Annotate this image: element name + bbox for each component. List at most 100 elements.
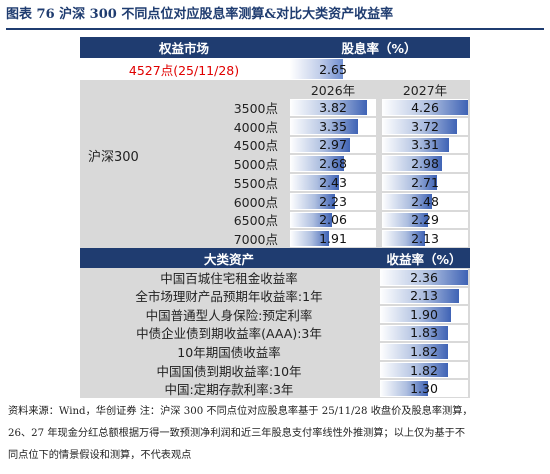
yield-2027-bar	[382, 118, 458, 134]
hs300-group-label: 沪深300	[88, 149, 139, 165]
yield-2027-cell: 2.98	[382, 155, 468, 172]
title-rule	[6, 28, 544, 30]
yield-2027-bar	[382, 231, 425, 246]
yield-2027-cell: 2.13	[382, 230, 468, 247]
asset-return-cell: 2.36	[380, 269, 468, 286]
yield-2026-cell: 2.06	[290, 211, 376, 229]
yield-2026-bar	[290, 212, 332, 228]
asset-return-bar	[380, 270, 468, 285]
asset-return-cell: 1.30	[380, 380, 468, 397]
yield-2026-bar	[290, 118, 358, 134]
yield-2027-value: 4.26	[411, 99, 439, 115]
point-label: 3500点	[233, 100, 278, 116]
yield-2026-value: 2.97	[319, 137, 347, 153]
header-asset-class: 大类资产	[80, 248, 378, 268]
asset-return-cell: 2.13	[380, 287, 468, 305]
yield-2026-bar	[290, 175, 340, 190]
yield-2026-bar	[290, 137, 350, 153]
asset-return-bar	[380, 344, 448, 359]
yield-2027-bar	[382, 156, 443, 171]
yield-2026-value: 1.91	[319, 231, 347, 247]
yield-2026-cell: 2.23	[290, 192, 376, 210]
yield-2026-value: 3.82	[319, 99, 347, 115]
yield-2027-cell: 2.71	[382, 174, 468, 191]
asset-return-cell: 1.82	[380, 343, 468, 360]
yield-2027-value: 2.98	[411, 156, 439, 172]
current-yield-cell: 2.65	[290, 58, 376, 80]
yield-2027-cell: 3.31	[382, 136, 468, 154]
yield-2026-cell: 3.82	[290, 99, 376, 116]
asset-label: 中国普通型人身保险:预定利率	[145, 307, 313, 323]
asset-return-bar	[380, 362, 448, 378]
yield-2027-bar	[382, 212, 429, 228]
yield-2027-bar	[382, 137, 449, 153]
yield-2026-value: 3.35	[319, 118, 347, 134]
asset-return-bar	[380, 381, 429, 396]
yield-2027-value: 2.71	[411, 174, 439, 190]
point-label: 7000点	[233, 232, 278, 248]
yield-2027-value: 2.48	[411, 193, 439, 209]
yield-2026-cell: 3.35	[290, 117, 376, 135]
yield-2026-bar	[290, 100, 368, 115]
point-label: 6500点	[233, 213, 278, 229]
asset-label: 10年期国债收益率	[177, 345, 281, 361]
asset-label: 中国百城住宅租金收益率	[160, 270, 298, 286]
asset-return-bar	[380, 288, 460, 304]
header-dividend-yield: 股息率（%）	[288, 37, 470, 58]
asset-label: 中债企业债到期收益率(AAA):3年	[136, 326, 322, 342]
asset-return-cell: 1.83	[380, 324, 468, 342]
asset-label: 中国:定期存款利率:3年	[164, 382, 294, 398]
asset-return-value: 1.82	[410, 362, 438, 378]
yield-2026-cell: 1.91	[290, 230, 376, 247]
yield-2026-value: 2.06	[319, 212, 347, 228]
source-note-line-3: 同点位下的情景假设和测算，不代表观点	[8, 450, 192, 461]
yield-2026-cell: 2.97	[290, 136, 376, 154]
asset-return-cell: 1.82	[380, 361, 468, 379]
asset-return-value: 2.36	[410, 269, 438, 285]
asset-return-bar	[380, 325, 449, 341]
year-header-2027: 2027年	[402, 82, 448, 98]
yield-2026-cell: 2.68	[290, 155, 376, 172]
header-equity-market: 权益市场	[80, 37, 288, 58]
current-yield-value: 2.65	[319, 61, 347, 77]
current-point-label: 4527点(25/11/28)	[128, 62, 240, 78]
current-yield-bar	[290, 59, 344, 79]
point-label: 4000点	[233, 119, 278, 135]
yield-2026-value: 2.23	[319, 193, 347, 209]
yield-2026-value: 2.43	[319, 174, 347, 190]
yield-2026-cell: 2.43	[290, 174, 376, 191]
asset-label: 全市场理财产品预期年收益率:1年	[135, 289, 323, 305]
asset-return-bar	[380, 307, 451, 322]
header-return: 收益率（%）	[378, 248, 470, 268]
point-label: 4500点	[233, 138, 278, 154]
asset-return-value: 1.82	[410, 344, 438, 360]
figure-title: 图表 76 沪深 300 不同点位对应股息率测算&对比大类资产收益率	[6, 7, 394, 22]
yield-2026-bar	[290, 156, 345, 171]
asset-return-cell: 1.90	[380, 306, 468, 323]
yield-2027-bar	[382, 175, 437, 190]
point-label: 5000点	[233, 157, 278, 173]
asset-return-value: 2.13	[410, 288, 438, 304]
yield-2026-bar	[290, 193, 336, 209]
asset-return-value: 1.30	[410, 381, 438, 397]
source-note-line-1: 资料来源：Wind，华创证券 注：沪深 300 不同点位对应股息率基于 25/1…	[8, 406, 473, 417]
yield-2027-cell: 2.29	[382, 211, 468, 229]
yield-2026-value: 2.68	[319, 156, 347, 172]
yield-2027-bar	[382, 193, 433, 209]
year-header-2026: 2026年	[310, 82, 356, 98]
yield-2027-bar	[382, 100, 468, 115]
asset-return-value: 1.90	[410, 306, 438, 322]
yield-2026-bar	[290, 231, 329, 246]
yield-2027-value: 2.29	[411, 212, 439, 228]
yield-2027-value: 3.72	[411, 118, 439, 134]
source-note-line-2: 26、27 年现金分红总额根据万得一致预测净利润和近三年股息支付率线性外推测算；…	[8, 428, 466, 439]
point-label: 6000点	[233, 194, 278, 210]
yield-2027-value: 3.31	[411, 137, 439, 153]
yield-2027-value: 2.13	[411, 231, 439, 247]
point-label: 5500点	[233, 175, 278, 191]
yield-2027-cell: 2.48	[382, 192, 468, 210]
yield-2027-cell: 4.26	[382, 99, 468, 116]
asset-return-value: 1.83	[410, 325, 438, 341]
yield-2027-cell: 3.72	[382, 117, 468, 135]
asset-label: 中国国债到期收益率:10年	[156, 363, 302, 379]
